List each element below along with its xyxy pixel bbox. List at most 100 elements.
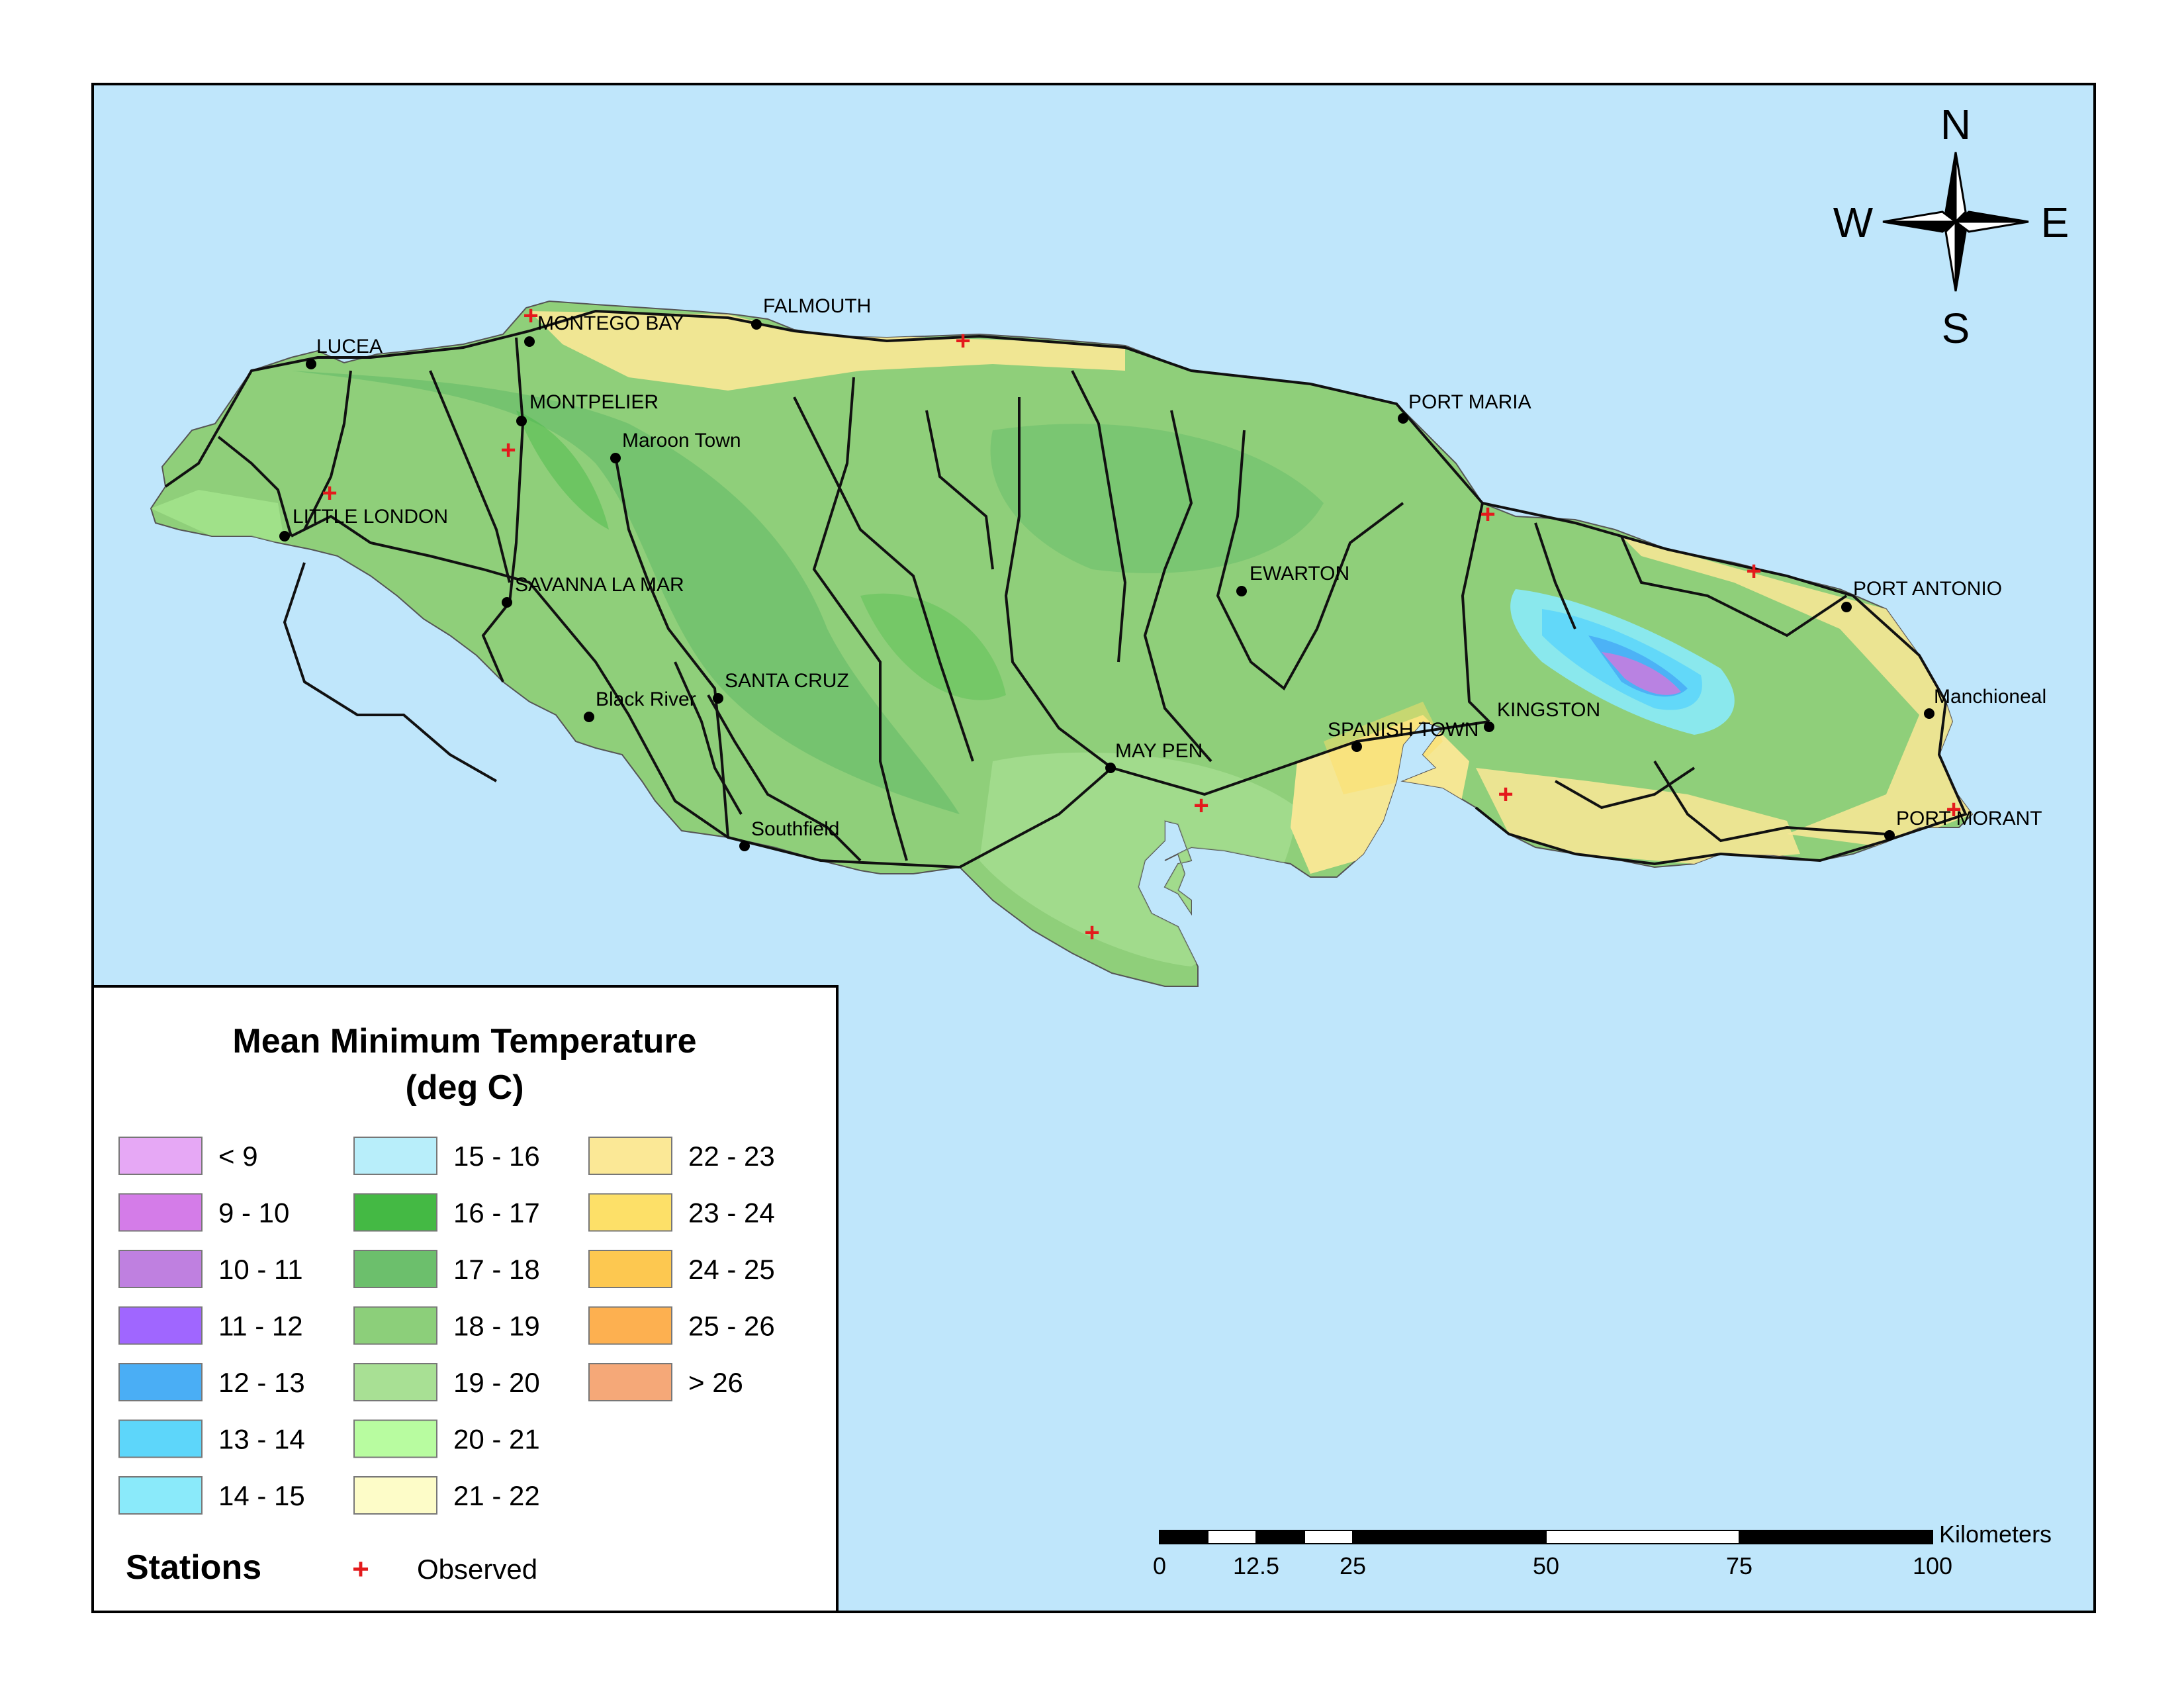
scale-tick-label: 75 xyxy=(1726,1552,1752,1579)
city-point xyxy=(1351,741,1362,752)
city-label-falmouth: FALMOUTH xyxy=(763,295,871,317)
scale-segment xyxy=(1545,1530,1740,1544)
city-point xyxy=(1105,763,1116,773)
city-point xyxy=(306,359,316,369)
scale-segment xyxy=(1159,1530,1208,1544)
station-marker: + xyxy=(955,326,970,355)
legend-swatch xyxy=(118,1193,203,1232)
city-label-lucea: LUCEA xyxy=(316,336,383,357)
legend-swatch xyxy=(353,1363,437,1401)
road xyxy=(793,397,974,762)
legend-label: 21 - 22 xyxy=(453,1480,540,1511)
city-point xyxy=(739,841,750,851)
road xyxy=(303,370,352,530)
legend-items: < 9 9 - 10 10 - 11 11 - 12 12 - 13 13 - 14 14 … xyxy=(118,1137,775,1515)
road xyxy=(1653,760,1887,843)
scale-unit: Kilometers xyxy=(1939,1521,2052,1548)
compass-s: S xyxy=(1942,305,1970,352)
zone-north-coast-yellow xyxy=(529,311,1125,391)
zone-18-19 xyxy=(291,371,960,814)
city-label-port-maria: PORT MARIA xyxy=(1408,391,1531,413)
zone-17-18 xyxy=(990,424,1324,573)
city-label-little-london: LITTLE LONDON xyxy=(293,506,448,528)
road xyxy=(1461,502,1490,723)
observed-station-icon: + xyxy=(352,1553,369,1585)
station-marker: + xyxy=(1746,557,1761,586)
scale-segment xyxy=(1207,1530,1257,1544)
legend-label: 14 - 15 xyxy=(218,1480,305,1511)
road xyxy=(614,456,729,838)
legend-title-line2: (deg C) xyxy=(405,1068,523,1107)
legend-label: 20 - 21 xyxy=(453,1424,540,1455)
city-point xyxy=(524,336,535,347)
legend-swatch xyxy=(118,1137,203,1175)
observed-stations: + + + + + + + + + + xyxy=(322,301,1961,947)
road xyxy=(1071,370,1127,663)
road xyxy=(164,309,1484,504)
scale-bar: Kilometers 0 12.5 25 50 75 100 xyxy=(1153,1521,2052,1579)
city-label-may-pen: MAY PEN xyxy=(1115,740,1203,762)
legend-label: < 9 xyxy=(218,1141,258,1172)
scale-segment xyxy=(1739,1530,1933,1544)
zone-16-17 xyxy=(516,410,609,530)
scale-segment xyxy=(1352,1530,1547,1544)
city-point xyxy=(1841,602,1852,612)
legend-swatch xyxy=(588,1137,672,1175)
city-label-maroon-town: Maroon Town xyxy=(622,430,741,451)
legend-swatch xyxy=(353,1476,437,1515)
legend-label: 12 - 13 xyxy=(218,1367,305,1398)
scale-segment xyxy=(1255,1530,1305,1544)
legend-swatch xyxy=(353,1250,437,1288)
legend-label: 22 - 23 xyxy=(688,1141,775,1172)
compass-west-arrow-icon xyxy=(1882,220,1959,233)
legend-swatch xyxy=(118,1363,203,1401)
road xyxy=(1555,767,1696,810)
city-point xyxy=(1484,722,1494,732)
road xyxy=(707,694,862,862)
station-marker: + xyxy=(1946,795,1961,824)
zone-16-17-central xyxy=(860,593,1006,700)
legend-label: 17 - 18 xyxy=(453,1254,540,1285)
city-label-montpelier: MONTPELIER xyxy=(529,391,659,413)
city-labels: MONTEGO BAY FALMOUTH LUCEA MONTPELIER Ma… xyxy=(293,295,2046,840)
station-marker: + xyxy=(1480,500,1495,529)
city-point xyxy=(279,531,290,541)
legend-label: 11 - 12 xyxy=(218,1311,303,1342)
city-point xyxy=(1884,830,1895,841)
city-label-black-river: Black River xyxy=(596,688,696,710)
road xyxy=(481,337,525,682)
city-label-spanish-town: SPANISH TOWN xyxy=(1328,719,1479,741)
legend-swatch xyxy=(588,1363,672,1401)
road xyxy=(1475,502,1968,866)
city-label-port-morant: PORT MORANT xyxy=(1896,808,2042,829)
legend-label: 18 - 19 xyxy=(453,1311,540,1342)
city-point xyxy=(502,597,512,608)
legend-swatch xyxy=(588,1250,672,1288)
legend-label: > 26 xyxy=(688,1367,743,1398)
observed-label: Observed xyxy=(417,1554,537,1585)
compass-w: W xyxy=(1833,199,1874,246)
city-label-ewarton: EWARTON xyxy=(1250,563,1349,585)
legend: Mean Minimum Temperature (deg C) < 9 9 - … xyxy=(91,985,839,1613)
station-marker: + xyxy=(1193,791,1208,820)
scale-tick-label: 25 xyxy=(1340,1552,1366,1579)
road xyxy=(959,720,1490,868)
city-label-southfield: Southfield xyxy=(751,818,839,840)
legend-swatch xyxy=(118,1476,203,1515)
legend-swatch xyxy=(588,1306,672,1345)
city-point xyxy=(1924,708,1934,719)
city-point xyxy=(610,453,621,463)
zone-east-coast-yellow xyxy=(1621,536,1972,847)
legend-label: 25 - 26 xyxy=(688,1311,775,1342)
compass-n: N xyxy=(1940,101,1971,148)
legend-label: 24 - 25 xyxy=(688,1254,775,1285)
road xyxy=(1216,430,1404,691)
compass-e: E xyxy=(2041,199,2070,246)
city-points xyxy=(279,319,1934,851)
legend-label: 23 - 24 xyxy=(688,1197,775,1229)
legend-title-line1: Mean Minimum Temperature xyxy=(232,1022,696,1060)
compass-south-arrow-icon xyxy=(1944,219,1957,292)
legend-label: 13 - 14 xyxy=(218,1424,305,1455)
road xyxy=(925,410,994,570)
city-point xyxy=(516,416,527,426)
